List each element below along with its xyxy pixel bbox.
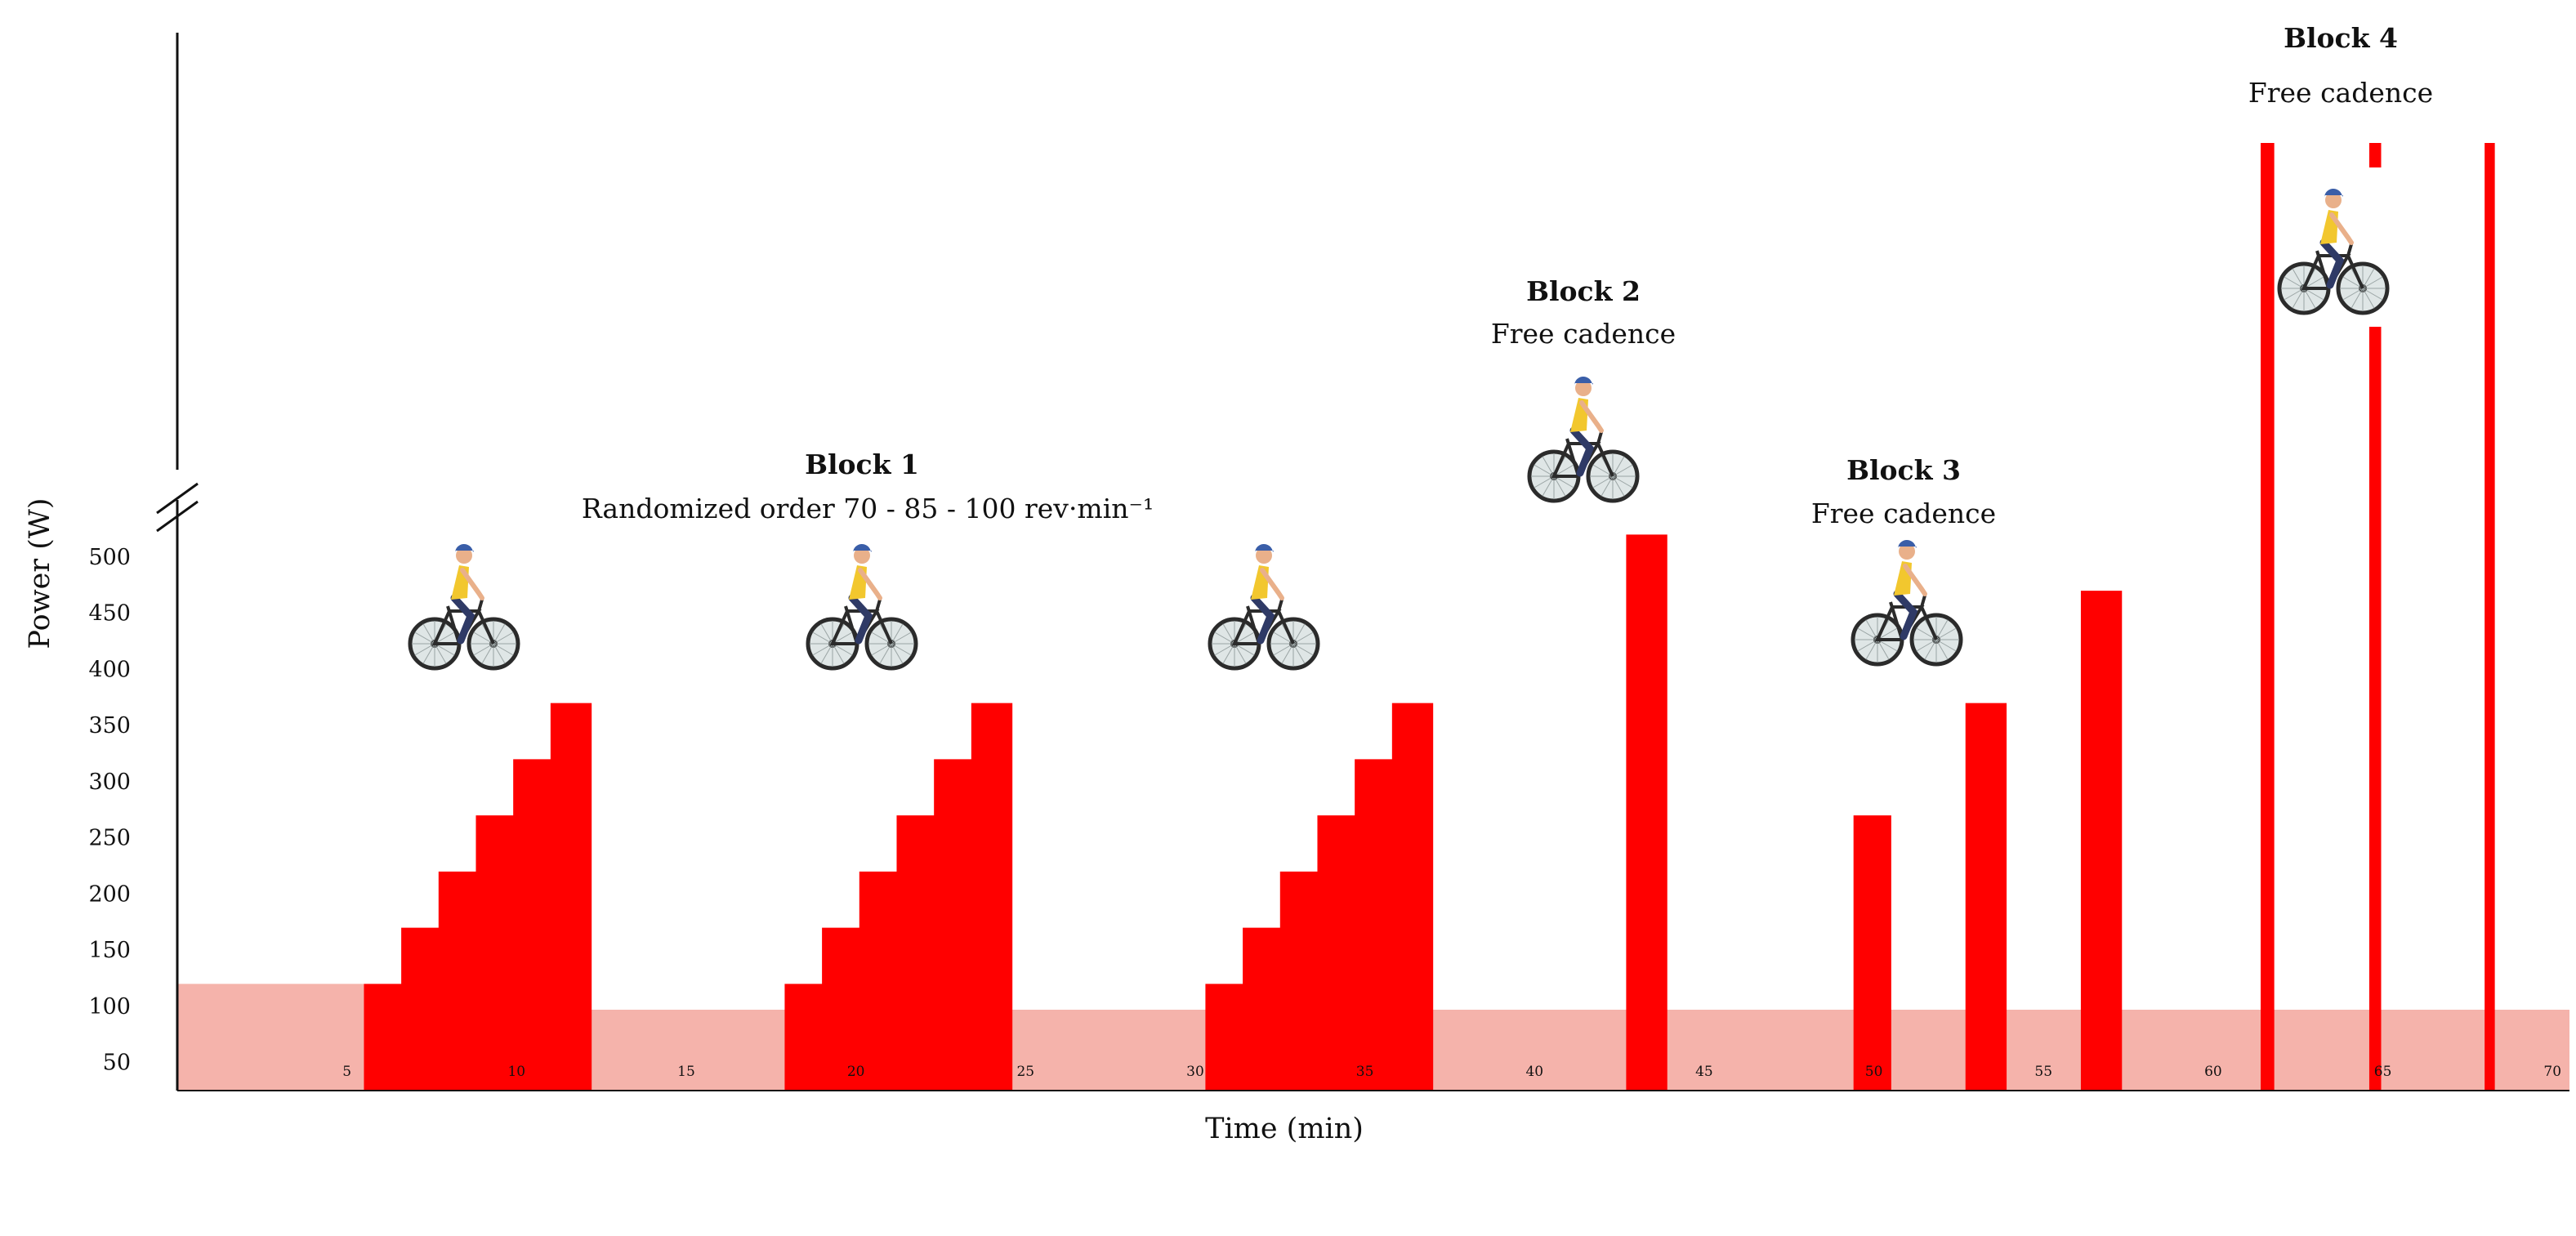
y-tick-label: 50 bbox=[103, 1051, 131, 1076]
interval-bar bbox=[1205, 984, 1243, 1091]
interval-bar bbox=[859, 871, 897, 1091]
interval-bar bbox=[784, 984, 823, 1091]
cyclist-icon bbox=[408, 543, 520, 671]
baseline-power-layer bbox=[177, 984, 2569, 1091]
interval-bar bbox=[1279, 871, 1318, 1091]
cyclist-icon bbox=[1527, 376, 1640, 503]
interval-bar bbox=[1965, 703, 2007, 1091]
baseline-segment bbox=[364, 1010, 2569, 1091]
y-tick-label: 200 bbox=[88, 881, 131, 907]
interval-bar bbox=[475, 815, 514, 1091]
y-axis-break-mark bbox=[156, 500, 199, 533]
interval-bar bbox=[896, 815, 935, 1091]
interval-bars-layer bbox=[364, 143, 2495, 1091]
cyclist-icon bbox=[1851, 539, 1963, 667]
interval-bar bbox=[364, 984, 402, 1091]
x-tick-label: 50 bbox=[1865, 1064, 1883, 1080]
interval-bar bbox=[1317, 815, 1355, 1091]
interval-bar bbox=[1243, 927, 1281, 1091]
x-tick-label: 55 bbox=[2034, 1064, 2052, 1080]
x-tick-label: 40 bbox=[1525, 1064, 1543, 1080]
y-tick-label: 300 bbox=[88, 770, 131, 795]
interval-bar bbox=[438, 871, 476, 1091]
interval-bar bbox=[971, 703, 1013, 1091]
y-axis-break-mark bbox=[156, 482, 199, 515]
y-axis-label: Power (W) bbox=[24, 498, 56, 649]
sprint-bar bbox=[2484, 143, 2495, 1091]
y-tick-label: 450 bbox=[88, 601, 131, 627]
x-tick-label: 45 bbox=[1695, 1064, 1713, 1080]
interval-bar bbox=[1355, 759, 1393, 1091]
interval-bar bbox=[1853, 815, 1891, 1091]
interval-bar bbox=[1391, 703, 1434, 1091]
sprint-bar bbox=[2261, 143, 2275, 1091]
y-tick-label: 400 bbox=[88, 657, 131, 682]
x-tick-label: 5 bbox=[342, 1064, 351, 1080]
y-tick-label: 250 bbox=[88, 826, 131, 851]
x-tick-label: 35 bbox=[1356, 1064, 1374, 1080]
y-tick-label: 350 bbox=[88, 713, 131, 738]
block-4-subtitle: Free cadence bbox=[2248, 77, 2433, 109]
x-tick-label: 60 bbox=[2204, 1064, 2222, 1080]
interval-bar bbox=[513, 759, 551, 1091]
x-axis-label: Time (min) bbox=[1205, 1113, 1364, 1145]
axes bbox=[156, 33, 2569, 1091]
y-tick-label: 500 bbox=[88, 545, 131, 570]
x-tick-labels: 5 10 15 20 25 30 35 40 45 50 55 60 65 70 bbox=[342, 1064, 2561, 1080]
block-annotations: Block 1 Randomized order 70 - 85 - 100 r… bbox=[582, 22, 2433, 529]
interval-bar bbox=[934, 759, 972, 1091]
interval-bar bbox=[1626, 534, 1667, 1091]
x-tick-label: 20 bbox=[847, 1064, 865, 1080]
x-tick-label: 15 bbox=[677, 1064, 695, 1080]
x-tick-label: 70 bbox=[2543, 1064, 2561, 1080]
x-tick-label: 30 bbox=[1186, 1064, 1204, 1080]
block-1-subtitle: Randomized order 70 - 85 - 100 rev·min⁻¹ bbox=[582, 493, 1154, 524]
baseline-segment bbox=[177, 984, 364, 1091]
y-tick-label: 150 bbox=[88, 938, 131, 963]
x-tick-label: 25 bbox=[1016, 1064, 1034, 1080]
block-3-subtitle: Free cadence bbox=[1811, 498, 1996, 529]
block-4-title: Block 4 bbox=[2284, 22, 2398, 54]
block-3-title: Block 3 bbox=[1846, 454, 1961, 486]
interval-bar bbox=[822, 927, 860, 1091]
cyclist-icon bbox=[806, 543, 918, 671]
interval-bar bbox=[401, 927, 440, 1091]
interval-bar bbox=[550, 703, 592, 1091]
interval-bar bbox=[2080, 591, 2123, 1091]
block-2-title: Block 2 bbox=[1526, 275, 1641, 307]
x-tick-label: 10 bbox=[507, 1064, 525, 1080]
y-tick-labels: 50 100 150 200 250 300 350 400 450 500 bbox=[88, 545, 131, 1076]
cyclist-icon bbox=[1208, 543, 1320, 671]
sprint-bar bbox=[2368, 143, 2382, 1091]
block-2-subtitle: Free cadence bbox=[1491, 318, 1676, 350]
block-1-title: Block 1 bbox=[805, 448, 919, 480]
cyclist-icons bbox=[408, 188, 2390, 671]
cyclist-icon bbox=[2277, 188, 2390, 315]
y-tick-label: 100 bbox=[88, 994, 131, 1020]
x-tick-label: 65 bbox=[2374, 1064, 2392, 1080]
